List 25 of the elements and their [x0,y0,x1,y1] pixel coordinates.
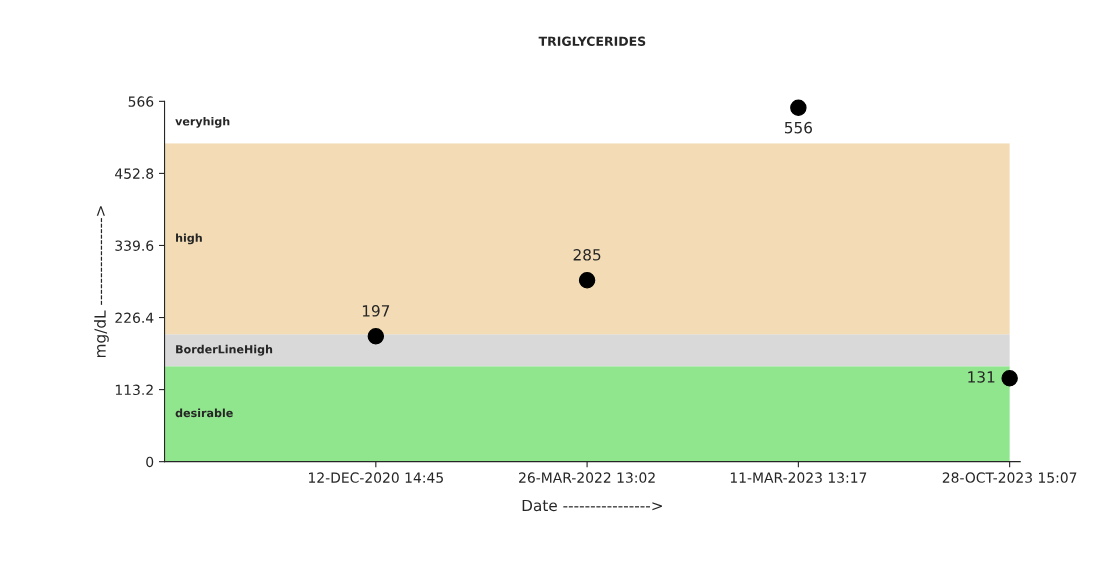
point [1001,370,1018,387]
band-label: BorderLineHigh [176,344,273,356]
data-label: 131 [968,371,995,383]
band-label: high [176,233,202,245]
x-axis-title: Date ----------------> [522,499,662,512]
x-tick-label: 12-DEC-2020 14:45 [309,472,443,483]
y-tick-label: 0 [146,456,154,468]
point [367,328,385,345]
point [578,272,596,289]
x-tick-label: 26-MAR-2022 13:02 [519,472,655,483]
x-tick-label: 11-MAR-2023 13:17 [730,472,867,483]
y-tick-label: 339.6 [115,240,154,251]
y-tick-label: 226.4 [115,312,154,324]
y-tick-label: 452.8 [115,168,154,179]
y-tick-label: 113.2 [115,384,153,396]
band-label: veryhigh [175,116,230,128]
data-label: 556 [784,121,812,134]
x-tick-label: 28-OCT-2023 15:07 [942,472,1077,483]
y-tick-label: 566 [128,96,154,107]
point [790,99,807,116]
chart-title: TRIGLYCERIDES [538,36,646,46]
y-axis-title: mg/dL ----------------> [94,206,109,358]
band-label: desirable [175,408,233,418]
data-label: 197 [362,305,390,317]
data-label: 285 [573,249,601,261]
